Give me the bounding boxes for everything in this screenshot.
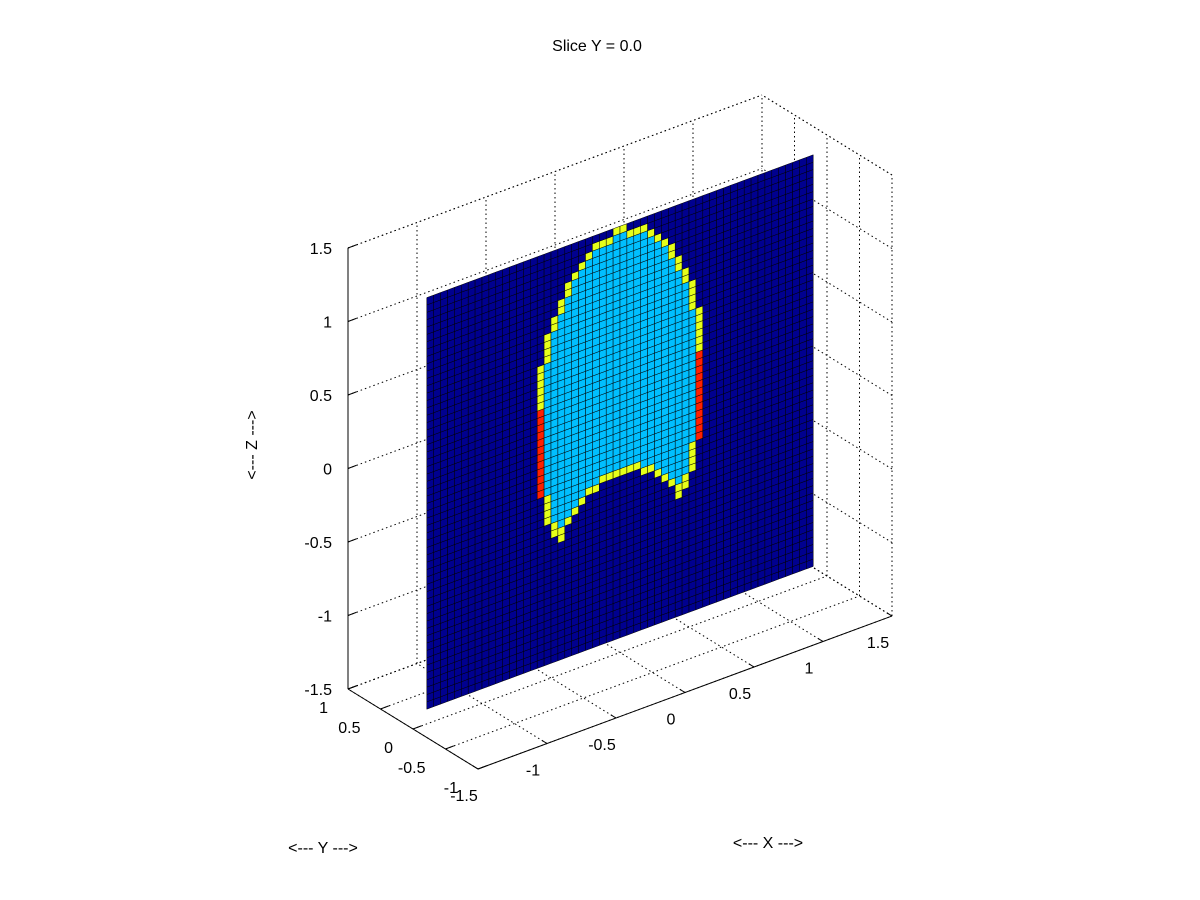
slice-cell [806, 154, 814, 166]
y-tick-mark [412, 725, 422, 730]
y-tick-label: 1 [319, 700, 328, 717]
y-tick-label: -0.5 [398, 760, 426, 777]
x-tick-mark [610, 714, 617, 719]
slice-surface [426, 154, 814, 710]
z-tick-label: 1.5 [310, 241, 332, 258]
tick-labels: -1.5-1-0.500.511.5-1-0.500.51-1.5-1-0.50… [304, 241, 893, 805]
grid-line-y-floor [412, 575, 828, 730]
z-tick-mark [347, 391, 357, 396]
x-tick-mark [472, 765, 479, 770]
x-tick-label: -1.5 [450, 788, 478, 805]
z-tick-label: -1 [318, 609, 332, 626]
x-tick-label: 1 [805, 661, 814, 678]
z-tick-label: 0.5 [310, 388, 332, 405]
y-tick-mark [477, 765, 487, 770]
y-tick-mark [445, 745, 454, 750]
z-tick-mark [347, 244, 357, 249]
chart-title: Slice Y = 0.0 [552, 38, 642, 55]
z-tick-label: -0.5 [304, 535, 332, 552]
x-tick-label: -1 [526, 763, 540, 780]
z-tick-label: -1.5 [304, 682, 332, 699]
grid-line-y-floor [445, 595, 860, 750]
x-axis-label: <--- X ---> [733, 835, 803, 852]
y-tick-mark [380, 705, 389, 710]
x-tick-label: -0.5 [588, 737, 616, 754]
z-axis-label: <--- Z ---> [244, 410, 261, 479]
y-tick-label: -1 [444, 780, 458, 797]
z-tick-label: 0 [323, 462, 332, 479]
x-tick-label: 0.5 [729, 686, 751, 703]
z-tick-mark [347, 685, 357, 690]
z-tick-mark [347, 317, 357, 322]
z-tick-mark [347, 611, 357, 616]
y-tick-label: 0.5 [338, 720, 360, 737]
grid-line-z-back [347, 168, 763, 322]
x-tick-label: 0 [667, 712, 676, 729]
z-tick-label: 1 [323, 315, 332, 332]
grid-line-z-back [347, 94, 763, 249]
x-tick-mark [679, 688, 686, 693]
x-tick-mark [886, 612, 893, 617]
grid-line-z-side [761, 94, 893, 176]
y-tick-label: 0 [384, 740, 393, 757]
y-axis-label: <--- Y ---> [288, 840, 358, 857]
z-tick-mark [347, 464, 357, 469]
z-tick-mark [347, 538, 357, 543]
x-tick-mark [541, 739, 548, 744]
x-tick-label: 1.5 [867, 635, 889, 652]
x-tick-mark [817, 637, 824, 642]
x-tick-mark [748, 663, 755, 668]
